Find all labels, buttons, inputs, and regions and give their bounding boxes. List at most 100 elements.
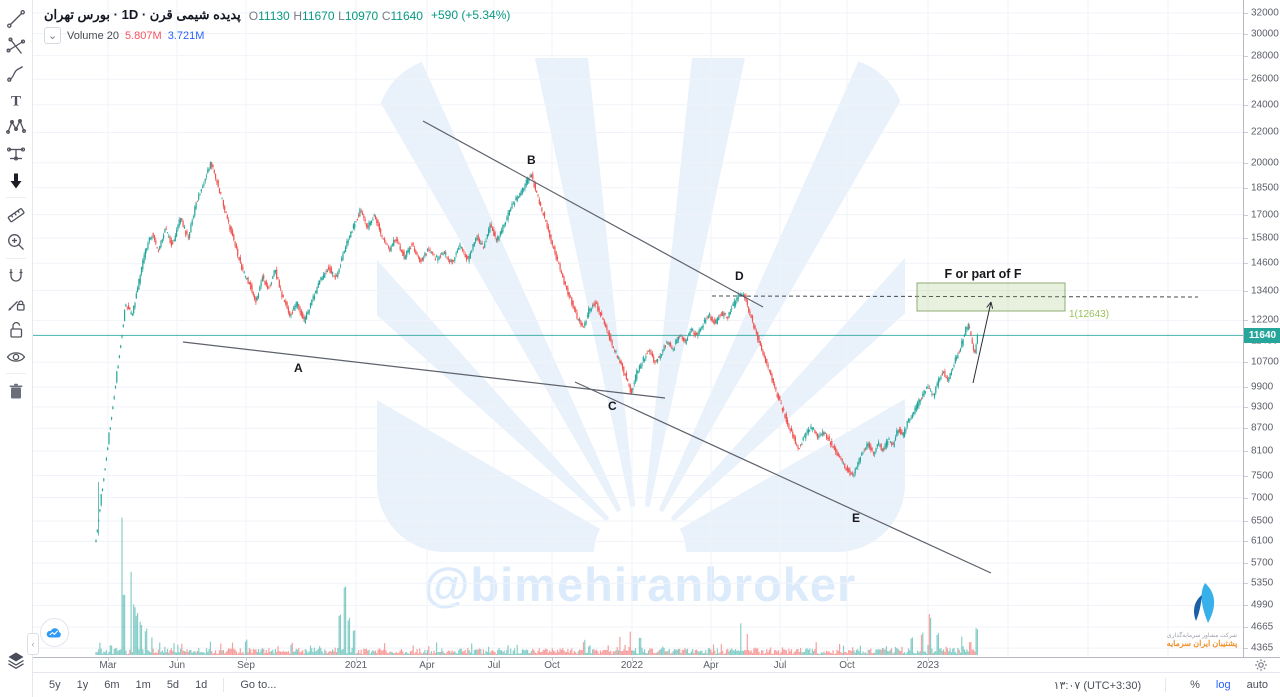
price-tick-mark: [1244, 521, 1248, 522]
svg-text:T: T: [11, 93, 21, 109]
svg-text:B: B: [527, 153, 536, 167]
toolbar-divider: [6, 197, 26, 198]
price-tick-mark: [1244, 79, 1248, 80]
lock-all-icon[interactable]: [2, 316, 30, 343]
range-button-1y[interactable]: 1y: [76, 679, 89, 691]
ruler-icon[interactable]: [2, 201, 30, 228]
time-axis[interactable]: Mar Jun Sep 2021 Apr Jul Oct 2022 Apr Jul Oct 2023: [33, 657, 1280, 672]
remove-all-icon[interactable]: [2, 377, 30, 404]
price-tick-label: 30000: [1251, 28, 1279, 40]
volume-row: ⌄ Volume 20 5.807M 3.721M: [44, 27, 510, 44]
time-tick-label: 2022: [620, 660, 644, 671]
object-tree-layers-icon[interactable]: [2, 646, 30, 673]
svg-text:A: A: [294, 361, 303, 375]
volume-indicator-label[interactable]: Volume 20: [67, 29, 119, 42]
time-tick-mark: [177, 658, 178, 661]
chevron-down-icon[interactable]: ⌄: [44, 27, 61, 44]
price-tick-label: 18500: [1251, 182, 1279, 194]
price-tick-label: 15800: [1251, 232, 1279, 244]
zoom-in-icon[interactable]: [2, 228, 30, 255]
range-button-1d[interactable]: 1d: [195, 679, 208, 691]
time-tick-mark: [632, 658, 633, 661]
ohlc-o: O11130: [248, 8, 290, 23]
price-tick-mark: [1244, 34, 1248, 35]
price-tick-mark: [1244, 238, 1248, 239]
price-tick-mark: [1244, 476, 1248, 477]
percent-scale-button[interactable]: %: [1190, 679, 1200, 691]
time-tick-label: Mar: [99, 660, 117, 671]
price-tick-label: 4665: [1251, 621, 1274, 633]
price-tick-label: 6500: [1251, 515, 1274, 527]
time-tick-mark: [246, 658, 247, 661]
time-tick-label: Apr: [419, 660, 435, 671]
price-tick-mark: [1244, 215, 1248, 216]
price-axis[interactable]: 32000 30000 28000 26000 24000 22000 20000 18500…: [1243, 0, 1280, 657]
cloud-chart-icon: [46, 628, 61, 638]
broker-company-line1: شرکت مشاور سرمایه‌گذاری: [1166, 633, 1238, 639]
draw-lock-icon[interactable]: [2, 289, 30, 316]
price-tick-mark: [1244, 563, 1248, 564]
price-tick-mark: [1244, 56, 1248, 57]
svg-text:1(12643): 1(12643): [1069, 309, 1109, 320]
time-tick-mark: [928, 658, 929, 661]
time-tick-mark: [427, 658, 428, 661]
range-button-6m[interactable]: 6m: [104, 679, 120, 691]
price-tick-mark: [1244, 320, 1248, 321]
time-tick-label: Oct: [839, 660, 855, 671]
price-tick-mark: [1244, 291, 1248, 292]
ohlc-l: L10970: [338, 8, 379, 23]
xabcd-pattern-icon[interactable]: [2, 113, 30, 140]
price-tick-label: 13400: [1251, 285, 1279, 297]
range-button-1m[interactable]: 1m: [135, 679, 151, 691]
candlestick-chart[interactable]: @bimehiranbroker A B C D E F or part of F 1(126…: [33, 0, 1243, 657]
price-tick-mark: [1244, 648, 1248, 649]
gann-fib-icon[interactable]: [2, 32, 30, 59]
toolbar-divider: [6, 258, 26, 259]
time-tick-mark: [356, 658, 357, 661]
bottom-toolbar-right: ۱۳:۰۷ (UTC+3:30) % log auto: [1054, 678, 1268, 692]
price-tick-mark: [1244, 163, 1248, 164]
price-tick-label: 5350: [1251, 577, 1274, 589]
volume-ma-value: 3.721M: [167, 29, 205, 42]
broker-cloud-button[interactable]: [40, 618, 69, 647]
trend-line-icon[interactable]: [2, 5, 30, 32]
price-tick-label: 20000: [1251, 157, 1279, 169]
text-icon[interactable]: T: [2, 86, 30, 113]
price-tick-label: 32000: [1251, 7, 1279, 19]
axis-settings-gear-icon[interactable]: [1254, 658, 1270, 672]
price-tick-label: 22000: [1251, 126, 1279, 138]
ohlc-c: C11640: [381, 8, 423, 23]
forecast-icon[interactable]: [2, 140, 30, 167]
hide-all-icon[interactable]: [2, 343, 30, 370]
svg-text:E: E: [852, 511, 860, 525]
time-tick-mark: [711, 658, 712, 661]
panel-collapse-handle[interactable]: ‹: [27, 633, 39, 655]
price-tick-label: 26000: [1251, 73, 1279, 85]
ohlc-h: H11670: [293, 8, 335, 23]
arrow-down-icon[interactable]: [2, 167, 30, 194]
divider: [1165, 678, 1167, 692]
price-tick-label: 9900: [1251, 381, 1274, 393]
time-tick-mark: [494, 658, 495, 661]
time-tick-label: Jul: [773, 660, 787, 671]
price-tick-mark: [1244, 407, 1248, 408]
auto-scale-button[interactable]: auto: [1246, 679, 1268, 691]
symbol-title[interactable]: پدیده شیمی قرن · 1D · بورس تهران: [44, 7, 241, 22]
price-tick-label: 8100: [1251, 445, 1274, 457]
magnet-icon[interactable]: [2, 262, 30, 289]
range-button-5d[interactable]: 5d: [166, 679, 180, 691]
time-tick-mark: [552, 658, 553, 661]
chart-canvas[interactable]: @bimehiranbroker A B C D E F or part of F 1(126…: [33, 0, 1243, 657]
goto-button[interactable]: Go to...: [240, 679, 277, 691]
time-tick-label: 2021: [344, 660, 368, 671]
price-tick-label: 7500: [1251, 470, 1274, 482]
svg-text:@bimehiranbroker: @bimehiranbroker: [424, 558, 857, 611]
time-tick-mark: [847, 658, 848, 661]
price-tick-label: 5700: [1251, 557, 1274, 569]
range-button-5y[interactable]: 5y: [49, 679, 61, 691]
log-scale-button[interactable]: log: [1215, 679, 1231, 691]
timezone-clock[interactable]: ۱۳:۰۷ (UTC+3:30): [1053, 679, 1142, 692]
time-tick-label: Sep: [237, 660, 255, 671]
time-tick-label: 2023: [916, 660, 940, 671]
brush-icon[interactable]: [2, 59, 30, 86]
